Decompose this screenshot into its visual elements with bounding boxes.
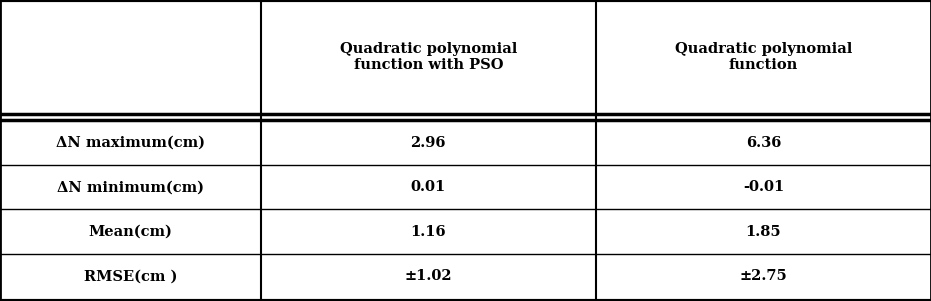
Text: 1.85: 1.85 — [746, 225, 781, 239]
Text: ±2.75: ±2.75 — [739, 269, 788, 283]
Text: 0.01: 0.01 — [411, 180, 446, 194]
Text: ΔN maximum(cm): ΔN maximum(cm) — [56, 136, 205, 150]
Text: RMSE(cm ): RMSE(cm ) — [84, 269, 177, 283]
Text: ΔN minimum(cm): ΔN minimum(cm) — [57, 180, 204, 194]
Text: ±1.02: ±1.02 — [404, 269, 452, 283]
Text: 1.16: 1.16 — [411, 225, 446, 239]
Text: 2.96: 2.96 — [411, 136, 446, 150]
Text: -0.01: -0.01 — [743, 180, 784, 194]
Text: Mean(cm): Mean(cm) — [88, 225, 172, 239]
Text: 6.36: 6.36 — [746, 136, 781, 150]
Text: Quadratic polynomial
function: Quadratic polynomial function — [675, 42, 852, 72]
Text: Quadratic polynomial
function with PSO: Quadratic polynomial function with PSO — [340, 42, 517, 72]
